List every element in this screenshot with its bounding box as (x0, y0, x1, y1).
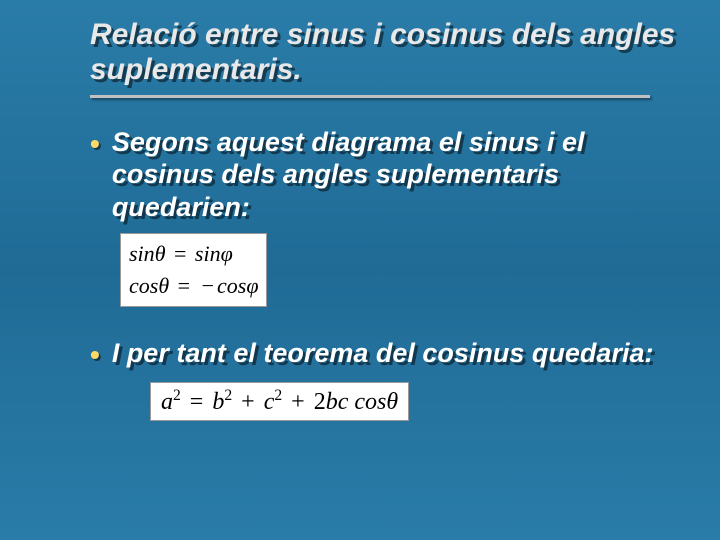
minus-1: − (199, 273, 217, 298)
plus-1: + (238, 389, 258, 415)
formula-sin: sin = sin (129, 238, 258, 270)
theta-symbol-2 (158, 273, 169, 298)
cos-label-2: cos (217, 273, 246, 298)
var-a: a (161, 389, 173, 415)
exp-c: 2 (274, 387, 282, 404)
bullet-item-2: • I per tant el teorema del cosinus qued… (90, 337, 680, 372)
exp-b: 2 (224, 387, 232, 404)
title-underline (90, 95, 650, 98)
bullet-item-1: • Segons aquest diagrama el sinus i el c… (90, 126, 680, 223)
var-b: b (212, 389, 224, 415)
theta-symbol (155, 241, 166, 266)
plus-2: + (288, 389, 308, 415)
sin-label-2: sin (195, 241, 221, 266)
equals-1: = (171, 241, 189, 266)
equals-2: = (175, 273, 193, 298)
phi-symbol-2 (246, 273, 258, 298)
cos-label: cos (129, 273, 158, 298)
bullet-marker: • (90, 126, 100, 161)
theta-symbol-3 (386, 389, 398, 415)
formula-block-2: a2 = b2 + c2 + 2bc cos (90, 382, 680, 421)
cos-label-3: cos (354, 389, 386, 415)
bullet-text-1: Segons aquest diagrama el sinus i el cos… (112, 126, 680, 223)
phi-symbol (221, 241, 233, 266)
exp-a: 2 (173, 387, 181, 404)
bullet-text-2: I per tant el teorema del cosinus quedar… (112, 337, 654, 369)
var-c: c (264, 389, 275, 415)
var-bc: bc (326, 389, 349, 415)
slide-container: Relació entre sinus i cosinus dels angle… (0, 0, 720, 540)
formula-box-2: a2 = b2 + c2 + 2bc cos (150, 382, 409, 421)
equals-3: = (187, 389, 207, 415)
cosine-theorem: a2 = b2 + c2 + 2bc cos (161, 389, 398, 415)
sin-label: sin (129, 241, 155, 266)
formula-block-1: sin = sin cos = −cos (120, 233, 680, 307)
slide-title: Relació entre sinus i cosinus dels angle… (90, 18, 680, 87)
coeff-2: 2 (314, 389, 326, 415)
bullet-marker-2: • (90, 337, 100, 372)
formula-cos: cos = −cos (129, 270, 258, 302)
formula-box-1: sin = sin cos = −cos (120, 233, 267, 307)
